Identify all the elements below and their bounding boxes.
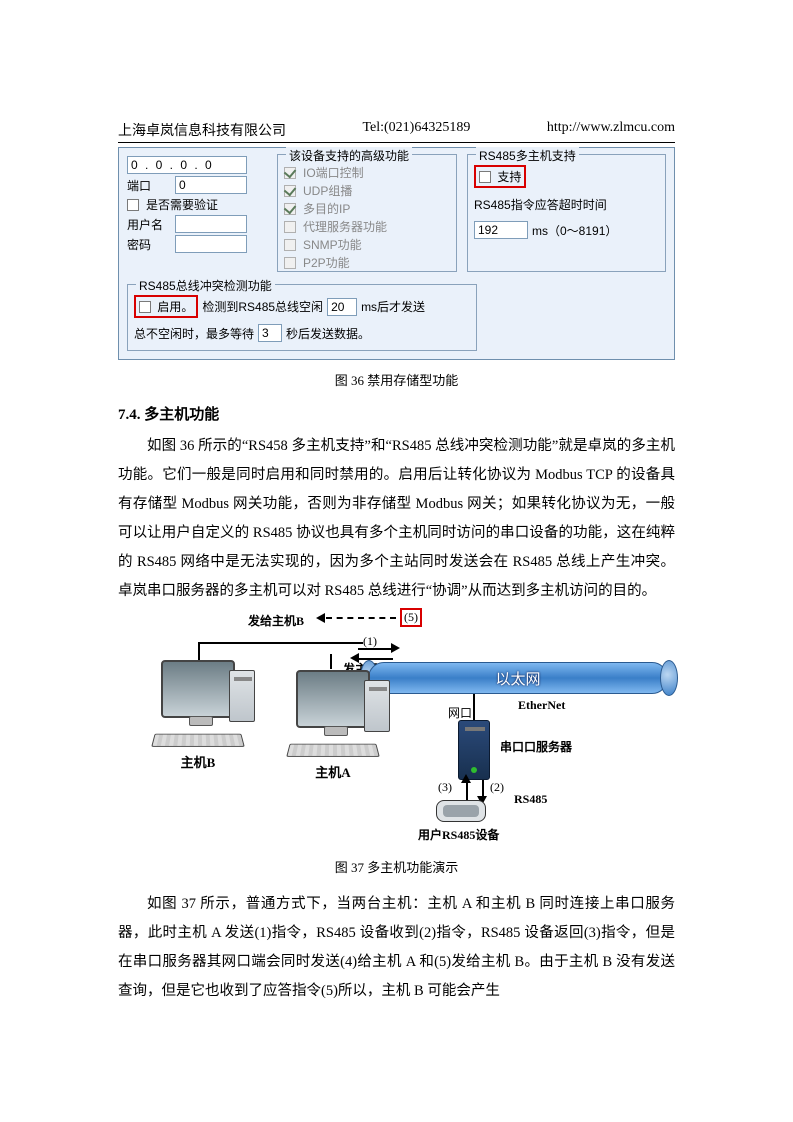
url: http://www.zlmcu.com <box>547 120 675 140</box>
h-b1 <box>198 642 363 644</box>
feature-4: SNMP功能 <box>303 236 362 253</box>
user-label: 用户名 <box>127 216 171 233</box>
host-b-label: 主机B <box>143 752 253 771</box>
paragraph-2: 如图 37 所示，普通方式下，当两台主机：主机 A 和主机 B 同时连接上串口服… <box>118 890 675 1006</box>
feature-checkbox-4 <box>284 239 296 251</box>
arrow-left-icon <box>316 613 325 623</box>
figure-37-diagram: 发给主机B (5) (1) 发主机A(4) 以太网 EtherNet 网口 串口… <box>118 612 678 847</box>
top-label: 发给主机B <box>248 612 304 629</box>
enable-highlight: 启用。 <box>134 295 198 318</box>
support-label: 支持 <box>497 170 521 184</box>
pass-label: 密码 <box>127 236 171 253</box>
conflict-title: RS485总线冲突检测功能 <box>136 277 275 294</box>
rs485-conflict-group: RS485总线冲突检测功能 启用。 检测到RS485总线空闲 ms后才发送 总不… <box>127 284 477 351</box>
page-header: 上海卓岚信息科技有限公司 Tel:(021)64325189 http://ww… <box>118 120 675 143</box>
support-checkbox[interactable] <box>479 171 491 183</box>
dashed-line <box>326 617 396 619</box>
arrow-up-icon <box>461 774 471 783</box>
timeout-unit: ms（0～8191） <box>532 222 617 239</box>
feature-checkbox-5 <box>284 257 296 269</box>
feature-5: P2P功能 <box>303 254 350 271</box>
host-a: 主机A <box>278 670 388 781</box>
section-7-4-heading: 7.4. 多主机功能 <box>118 403 675 424</box>
features-title: 该设备支持的高级功能 <box>286 147 412 164</box>
feature-2: 多目的IP <box>303 200 350 217</box>
timeout-label: RS485指令应答超时时间 <box>474 196 607 213</box>
v-b1 <box>198 642 200 662</box>
step5-box: (5) <box>400 608 422 627</box>
device-label: 用户RS485设备 <box>418 826 499 843</box>
line2a: 总不空闲时，最多等待 <box>134 325 254 342</box>
line2b: 秒后发送数据。 <box>286 325 370 342</box>
step5: (5) <box>404 610 418 624</box>
rs485-label: RS485 <box>514 792 547 807</box>
tower-icon-2 <box>364 680 390 732</box>
auth-label: 是否需要验证 <box>146 196 218 213</box>
monitor-icon-2 <box>296 670 370 728</box>
feature-0: IO端口控制 <box>303 164 364 181</box>
v-a1 <box>330 654 332 669</box>
pass-input[interactable] <box>175 235 247 253</box>
feature-3: 代理服务器功能 <box>303 218 387 235</box>
rs485-support-group: RS485多主机支持 支持 RS485指令应答超时时间 ms（0～8191） <box>467 154 666 272</box>
feature-checkbox-3 <box>284 221 296 233</box>
feature-1: UDP组播 <box>303 182 352 199</box>
keyboard-icon-2 <box>286 744 380 757</box>
netport: 网口 <box>448 704 472 721</box>
user-input[interactable] <box>175 215 247 233</box>
ethernet-en: EtherNet <box>518 698 565 713</box>
keyboard-icon <box>151 734 245 747</box>
monitor-icon <box>161 660 235 718</box>
server-label: 串口口服务器 <box>500 738 572 755</box>
line1b: ms后才发送 <box>361 298 425 315</box>
figure-37-caption: 图 37 多主机功能演示 <box>118 857 675 876</box>
company-name: 上海卓岚信息科技有限公司 <box>118 120 286 140</box>
ethernet-cn: 以太网 <box>369 668 667 689</box>
serial-server-icon <box>458 720 490 780</box>
host-a-label: 主机A <box>278 762 388 781</box>
step1: (1) <box>363 634 377 649</box>
figure-36-caption: 图 36 禁用存储型功能 <box>118 370 675 389</box>
rs485-title: RS485多主机支持 <box>476 147 579 164</box>
enable-checkbox[interactable] <box>139 301 151 313</box>
proxy-col: 端口 是否需要验证 用户名 密码 <box>127 154 267 255</box>
wait-input[interactable] <box>258 324 282 342</box>
tel: Tel:(021)64325189 <box>362 120 470 140</box>
ethernet-pipe: 以太网 <box>368 662 668 694</box>
line1 <box>358 648 393 650</box>
v3 <box>466 780 468 800</box>
timeout-input[interactable] <box>474 221 528 239</box>
support-highlight: 支持 <box>474 165 526 188</box>
feature-checkbox-2 <box>284 203 296 215</box>
arrow-right-icon <box>391 643 400 653</box>
idle-input[interactable] <box>327 298 357 316</box>
auth-checkbox[interactable] <box>127 199 139 211</box>
tower-icon <box>229 670 255 722</box>
pipe-end-right <box>660 660 678 696</box>
paragraph-1: 如图 36 所示的“RS458 多主机支持”和“RS485 总线冲突检测功能”就… <box>118 432 675 606</box>
port-input[interactable] <box>175 176 247 194</box>
port-label: 端口 <box>127 177 171 194</box>
enable-label: 启用。 <box>157 300 193 314</box>
feature-checkbox-0 <box>284 167 296 179</box>
line1a: 检测到RS485总线空闲 <box>202 298 323 315</box>
features-group: 该设备支持的高级功能 IO端口控制 UDP组播 多目的IP 代理服务器功能 SN… <box>277 154 457 272</box>
settings-panel: 端口 是否需要验证 用户名 密码 该设备支持的高级功能 <box>118 147 675 360</box>
srv-line <box>473 694 475 720</box>
feature-checkbox-1 <box>284 185 296 197</box>
step2: (2) <box>490 780 504 795</box>
step3: (3) <box>438 780 452 795</box>
host-b: 主机B <box>143 660 253 771</box>
ip-input[interactable] <box>127 156 247 174</box>
rs485-device-icon <box>436 800 486 822</box>
